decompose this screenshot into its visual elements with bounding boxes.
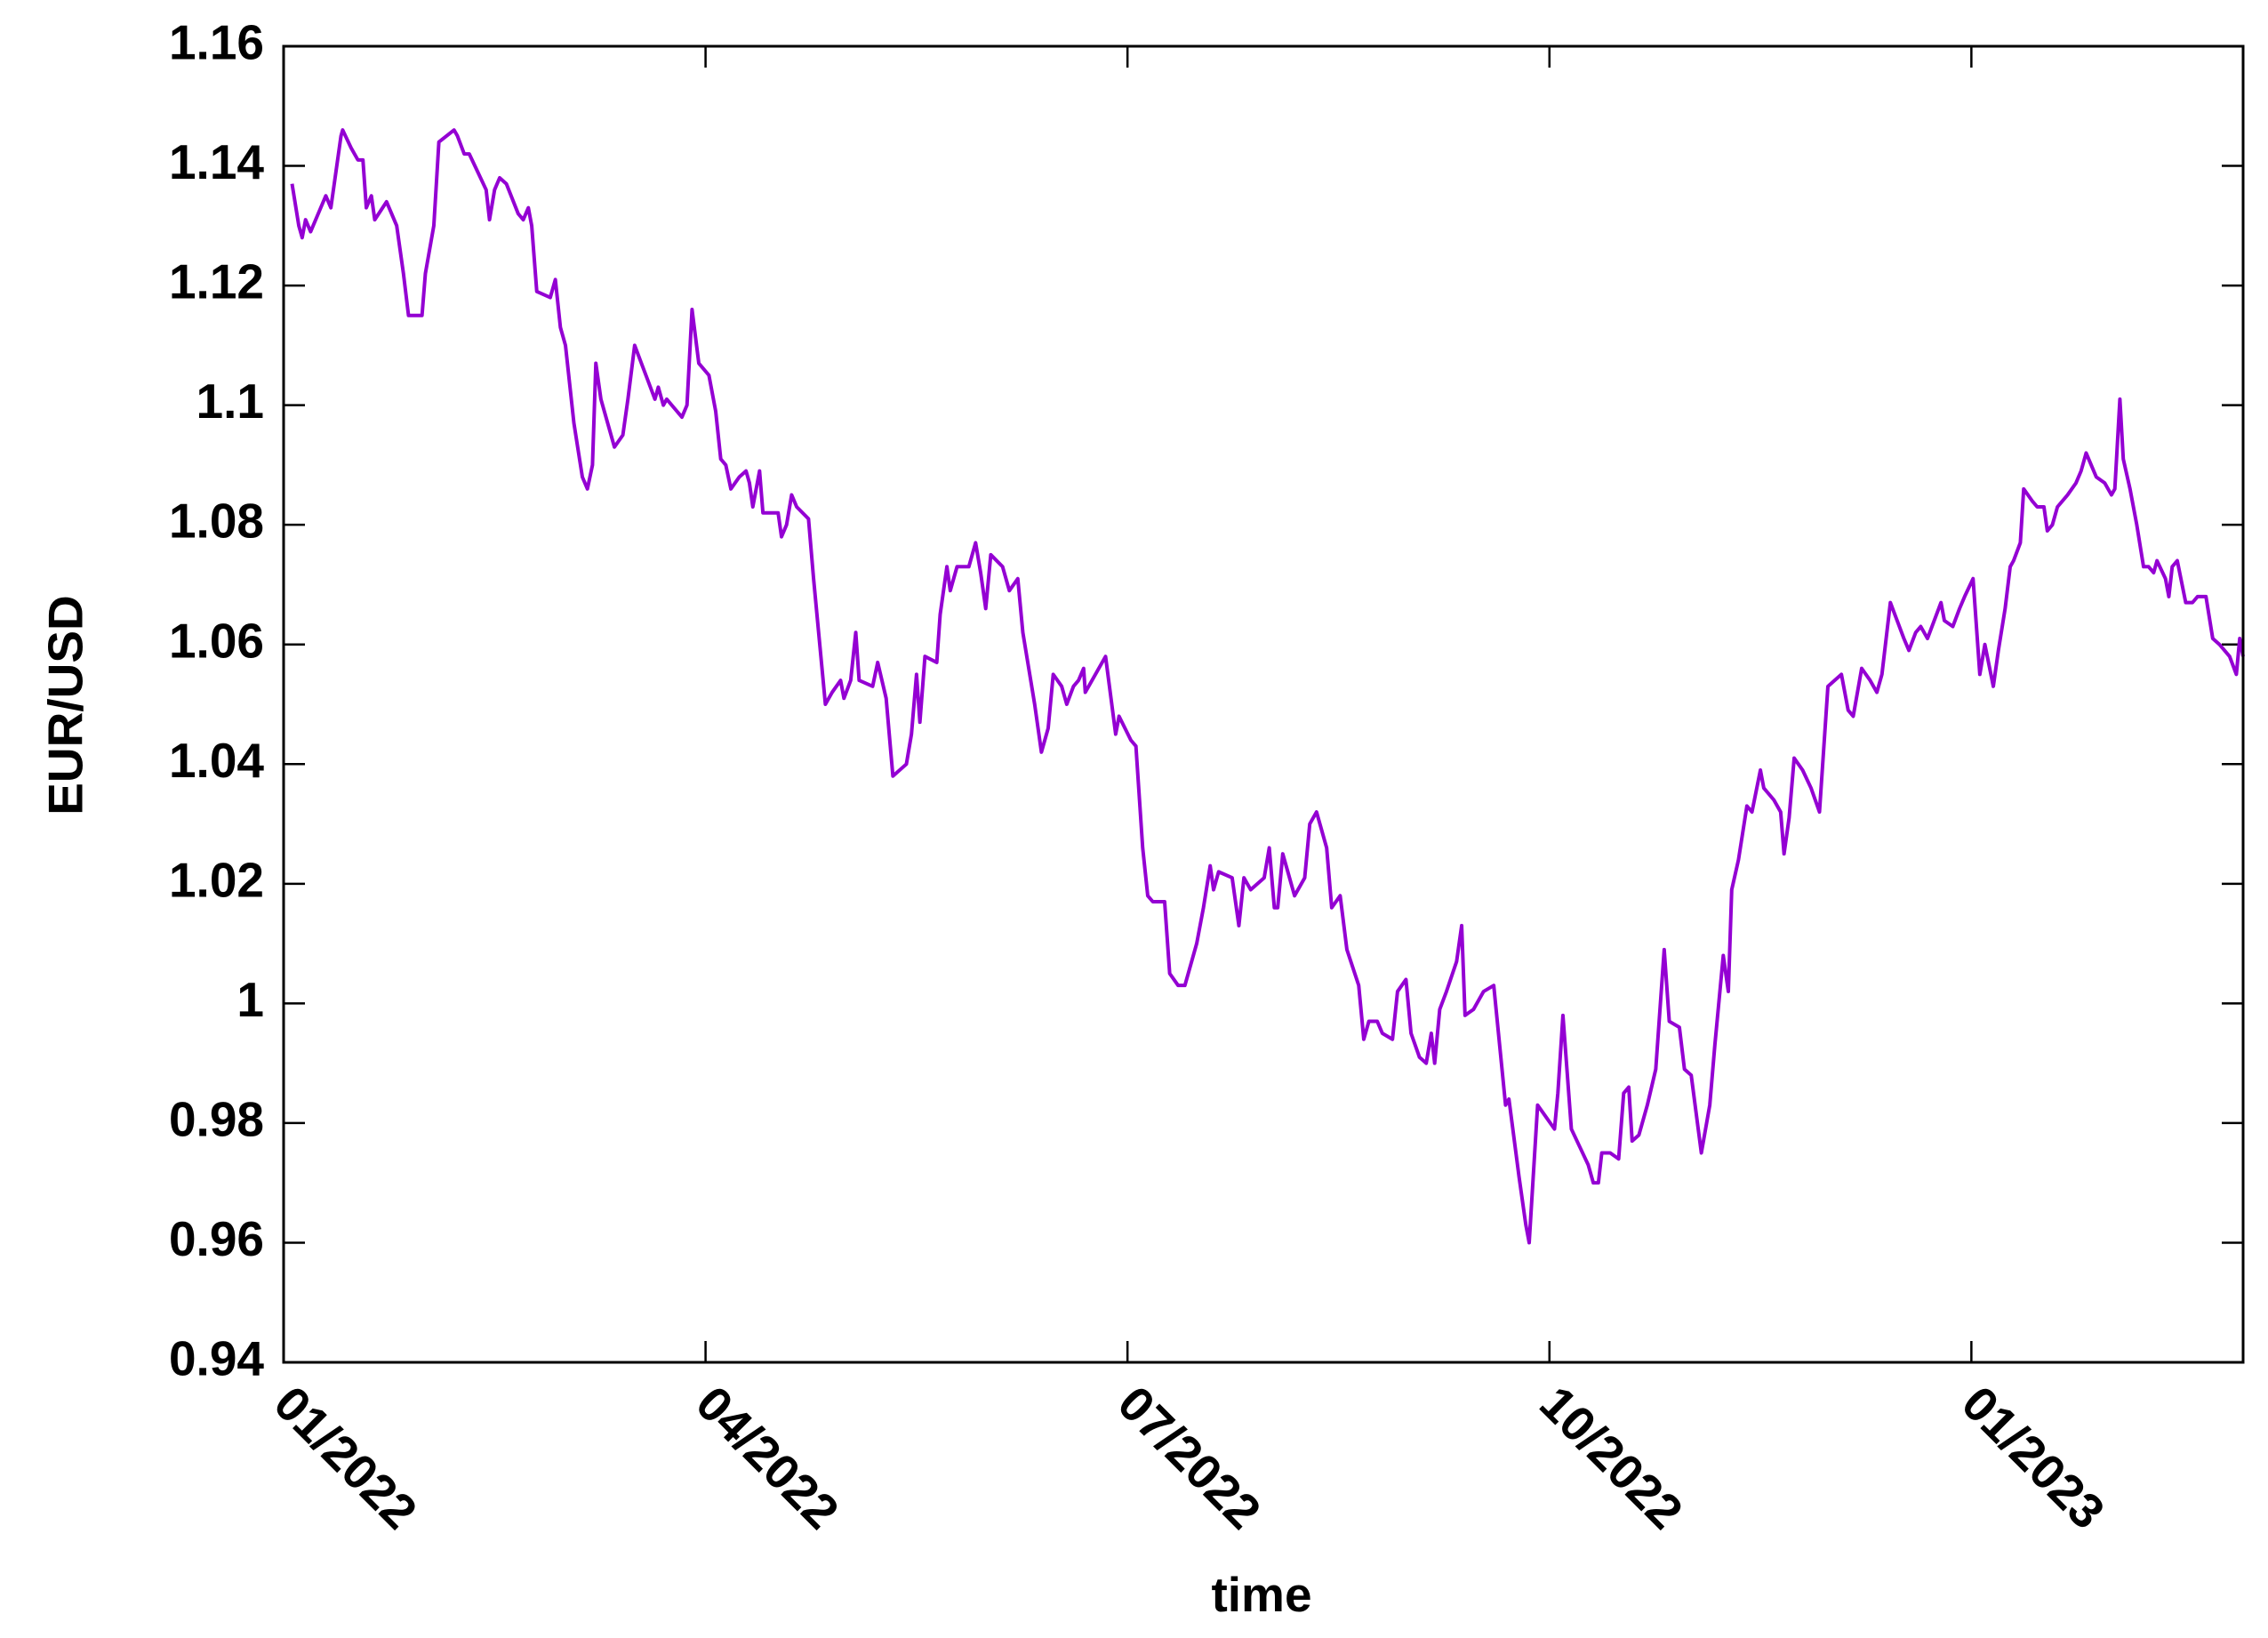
x-tick-label: 01/2022: [264, 1376, 428, 1539]
plot-border: [282, 44, 2245, 1364]
y-axis-label: EUR/USD: [38, 595, 93, 815]
y-tick-label: 1.1: [196, 373, 264, 429]
x-tick-label: 04/2022: [685, 1376, 849, 1539]
y-tick-label: 0.94: [169, 1331, 264, 1386]
x-axis-label: time: [1211, 1567, 1311, 1622]
data-line: [290, 128, 2245, 1245]
y-tick-label: 1.12: [169, 254, 264, 309]
x-tick-label: 10/2022: [1529, 1376, 1693, 1539]
y-tick-label: 1.02: [169, 852, 264, 907]
y-tick-label: 1.08: [169, 494, 264, 549]
y-tick-label: 1.04: [169, 733, 264, 788]
y-tick-label: 1.16: [169, 15, 264, 70]
y-tick-label: 1.14: [169, 134, 264, 189]
x-tick-label: 01/2023: [1951, 1376, 2115, 1539]
y-tick-label: 1.06: [169, 613, 264, 668]
y-tick-label: 0.98: [169, 1091, 264, 1146]
x-tick-label: 07/2022: [1108, 1376, 1271, 1539]
y-tick-label: 1: [236, 972, 264, 1027]
y-tick-label: 0.96: [169, 1211, 264, 1266]
